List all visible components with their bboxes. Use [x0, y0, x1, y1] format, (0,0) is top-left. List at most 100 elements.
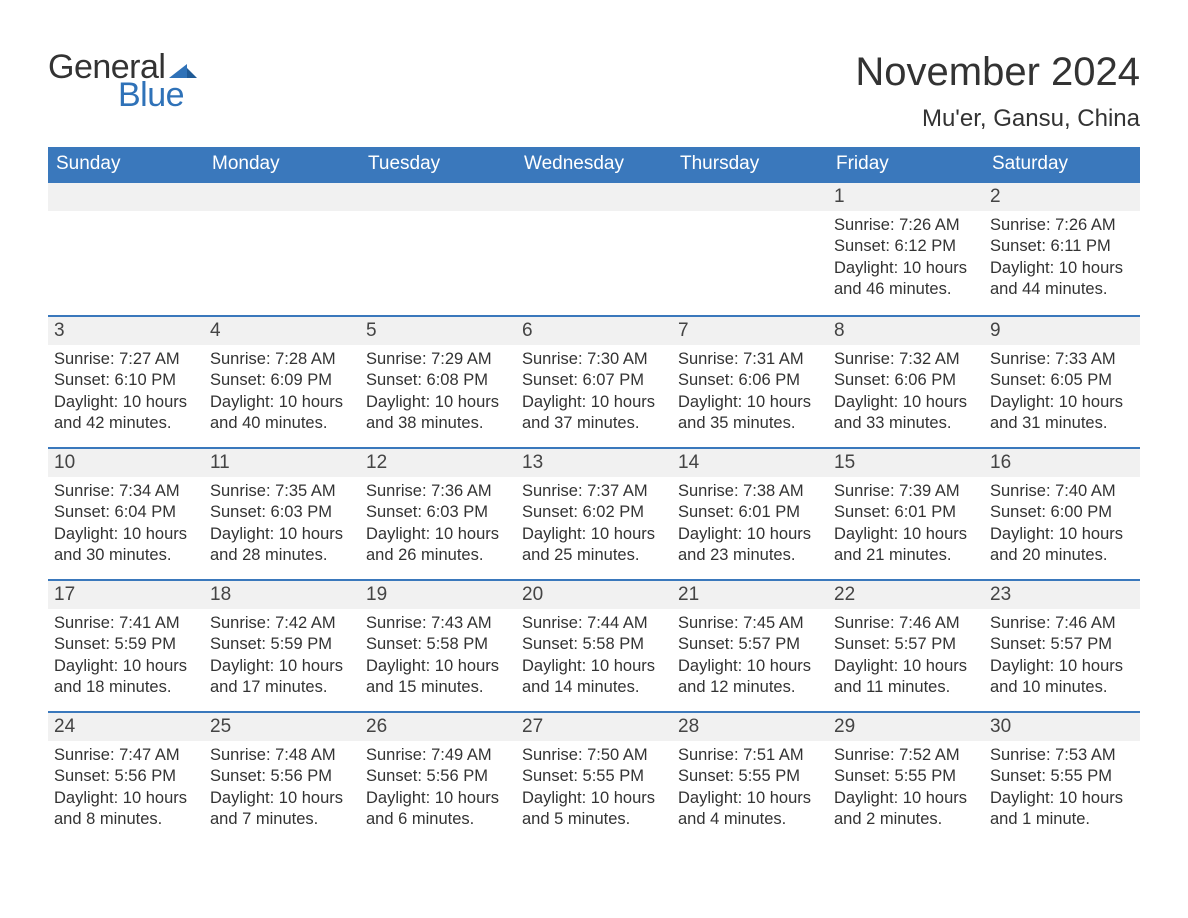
day-number: 7 [672, 317, 828, 345]
sunset-text: Sunset: 5:58 PM [522, 634, 666, 655]
day-info: Sunrise: 7:53 AMSunset: 5:55 PMDaylight:… [984, 741, 1140, 831]
location: Mu'er, Gansu, China [855, 105, 1140, 133]
day-number: 25 [204, 713, 360, 741]
sunset-text: Sunset: 6:02 PM [522, 502, 666, 523]
sunrise-text: Sunrise: 7:32 AM [834, 349, 978, 370]
day-number: 4 [204, 317, 360, 345]
sunset-text: Sunset: 6:10 PM [54, 370, 198, 391]
daylight-text: Daylight: 10 hours and 25 minutes. [522, 524, 666, 567]
daylight-text: Daylight: 10 hours and 28 minutes. [210, 524, 354, 567]
day-info: Sunrise: 7:51 AMSunset: 5:55 PMDaylight:… [672, 741, 828, 831]
day-info: Sunrise: 7:42 AMSunset: 5:59 PMDaylight:… [204, 609, 360, 699]
day-cell: 9Sunrise: 7:33 AMSunset: 6:05 PMDaylight… [984, 315, 1140, 447]
sunrise-text: Sunrise: 7:45 AM [678, 613, 822, 634]
day-number: 9 [984, 317, 1140, 345]
day-number: 15 [828, 449, 984, 477]
daylight-text: Daylight: 10 hours and 23 minutes. [678, 524, 822, 567]
day-info: Sunrise: 7:41 AMSunset: 5:59 PMDaylight:… [48, 609, 204, 699]
day-number: 18 [204, 581, 360, 609]
day-info: Sunrise: 7:29 AMSunset: 6:08 PMDaylight:… [360, 345, 516, 435]
day-info: Sunrise: 7:28 AMSunset: 6:09 PMDaylight:… [204, 345, 360, 435]
day-cell [516, 183, 672, 315]
sunset-text: Sunset: 6:08 PM [366, 370, 510, 391]
day-info: Sunrise: 7:49 AMSunset: 5:56 PMDaylight:… [360, 741, 516, 831]
daylight-text: Daylight: 10 hours and 10 minutes. [990, 656, 1134, 699]
day-cell: 26Sunrise: 7:49 AMSunset: 5:56 PMDayligh… [360, 711, 516, 843]
sunset-text: Sunset: 6:12 PM [834, 236, 978, 257]
day-cell [360, 183, 516, 315]
day-number: 16 [984, 449, 1140, 477]
day-info: Sunrise: 7:47 AMSunset: 5:56 PMDaylight:… [48, 741, 204, 831]
day-info: Sunrise: 7:50 AMSunset: 5:55 PMDaylight:… [516, 741, 672, 831]
sunrise-text: Sunrise: 7:44 AM [522, 613, 666, 634]
day-number: 12 [360, 449, 516, 477]
day-number-row-empty [360, 183, 516, 211]
day-number: 19 [360, 581, 516, 609]
sunrise-text: Sunrise: 7:49 AM [366, 745, 510, 766]
day-cell: 3Sunrise: 7:27 AMSunset: 6:10 PMDaylight… [48, 315, 204, 447]
day-number: 22 [828, 581, 984, 609]
sunrise-text: Sunrise: 7:46 AM [990, 613, 1134, 634]
sunrise-text: Sunrise: 7:53 AM [990, 745, 1134, 766]
sunrise-text: Sunrise: 7:37 AM [522, 481, 666, 502]
daylight-text: Daylight: 10 hours and 46 minutes. [834, 258, 978, 301]
day-number: 21 [672, 581, 828, 609]
day-number: 10 [48, 449, 204, 477]
day-info: Sunrise: 7:45 AMSunset: 5:57 PMDaylight:… [672, 609, 828, 699]
sunrise-text: Sunrise: 7:38 AM [678, 481, 822, 502]
sunset-text: Sunset: 6:09 PM [210, 370, 354, 391]
sunset-text: Sunset: 5:55 PM [522, 766, 666, 787]
day-info: Sunrise: 7:37 AMSunset: 6:02 PMDaylight:… [516, 477, 672, 567]
day-cell: 6Sunrise: 7:30 AMSunset: 6:07 PMDaylight… [516, 315, 672, 447]
day-info: Sunrise: 7:35 AMSunset: 6:03 PMDaylight:… [204, 477, 360, 567]
weekday-fri: Friday [828, 147, 984, 183]
day-number: 5 [360, 317, 516, 345]
sunrise-text: Sunrise: 7:31 AM [678, 349, 822, 370]
day-cell: 1Sunrise: 7:26 AMSunset: 6:12 PMDaylight… [828, 183, 984, 315]
day-info: Sunrise: 7:27 AMSunset: 6:10 PMDaylight:… [48, 345, 204, 435]
day-cell: 28Sunrise: 7:51 AMSunset: 5:55 PMDayligh… [672, 711, 828, 843]
day-number-row-empty [204, 183, 360, 211]
sunrise-text: Sunrise: 7:34 AM [54, 481, 198, 502]
sunset-text: Sunset: 6:07 PM [522, 370, 666, 391]
day-cell: 18Sunrise: 7:42 AMSunset: 5:59 PMDayligh… [204, 579, 360, 711]
day-cell: 4Sunrise: 7:28 AMSunset: 6:09 PMDaylight… [204, 315, 360, 447]
day-number-row-empty [672, 183, 828, 211]
day-number: 17 [48, 581, 204, 609]
daylight-text: Daylight: 10 hours and 1 minute. [990, 788, 1134, 831]
day-number: 27 [516, 713, 672, 741]
calendar-body: 1Sunrise: 7:26 AMSunset: 6:12 PMDaylight… [48, 183, 1140, 843]
day-cell: 29Sunrise: 7:52 AMSunset: 5:55 PMDayligh… [828, 711, 984, 843]
day-cell [48, 183, 204, 315]
day-cell: 25Sunrise: 7:48 AMSunset: 5:56 PMDayligh… [204, 711, 360, 843]
daylight-text: Daylight: 10 hours and 14 minutes. [522, 656, 666, 699]
day-info: Sunrise: 7:40 AMSunset: 6:00 PMDaylight:… [984, 477, 1140, 567]
day-number: 6 [516, 317, 672, 345]
calendar: Sunday Monday Tuesday Wednesday Thursday… [48, 147, 1140, 843]
sunset-text: Sunset: 6:03 PM [210, 502, 354, 523]
day-number: 14 [672, 449, 828, 477]
daylight-text: Daylight: 10 hours and 17 minutes. [210, 656, 354, 699]
day-cell: 27Sunrise: 7:50 AMSunset: 5:55 PMDayligh… [516, 711, 672, 843]
sunset-text: Sunset: 6:06 PM [678, 370, 822, 391]
day-cell [672, 183, 828, 315]
day-number-row-empty [516, 183, 672, 211]
day-info: Sunrise: 7:46 AMSunset: 5:57 PMDaylight:… [828, 609, 984, 699]
day-info: Sunrise: 7:43 AMSunset: 5:58 PMDaylight:… [360, 609, 516, 699]
day-cell: 10Sunrise: 7:34 AMSunset: 6:04 PMDayligh… [48, 447, 204, 579]
sunrise-text: Sunrise: 7:48 AM [210, 745, 354, 766]
day-info: Sunrise: 7:36 AMSunset: 6:03 PMDaylight:… [360, 477, 516, 567]
day-number: 29 [828, 713, 984, 741]
daylight-text: Daylight: 10 hours and 4 minutes. [678, 788, 822, 831]
sunset-text: Sunset: 5:57 PM [990, 634, 1134, 655]
weekday-mon: Monday [204, 147, 360, 183]
day-number: 30 [984, 713, 1140, 741]
sunrise-text: Sunrise: 7:39 AM [834, 481, 978, 502]
day-cell: 13Sunrise: 7:37 AMSunset: 6:02 PMDayligh… [516, 447, 672, 579]
daylight-text: Daylight: 10 hours and 5 minutes. [522, 788, 666, 831]
logo-blue-text: Blue [118, 78, 184, 112]
day-info: Sunrise: 7:31 AMSunset: 6:06 PMDaylight:… [672, 345, 828, 435]
sunset-text: Sunset: 5:59 PM [54, 634, 198, 655]
day-info: Sunrise: 7:30 AMSunset: 6:07 PMDaylight:… [516, 345, 672, 435]
sunset-text: Sunset: 5:56 PM [366, 766, 510, 787]
